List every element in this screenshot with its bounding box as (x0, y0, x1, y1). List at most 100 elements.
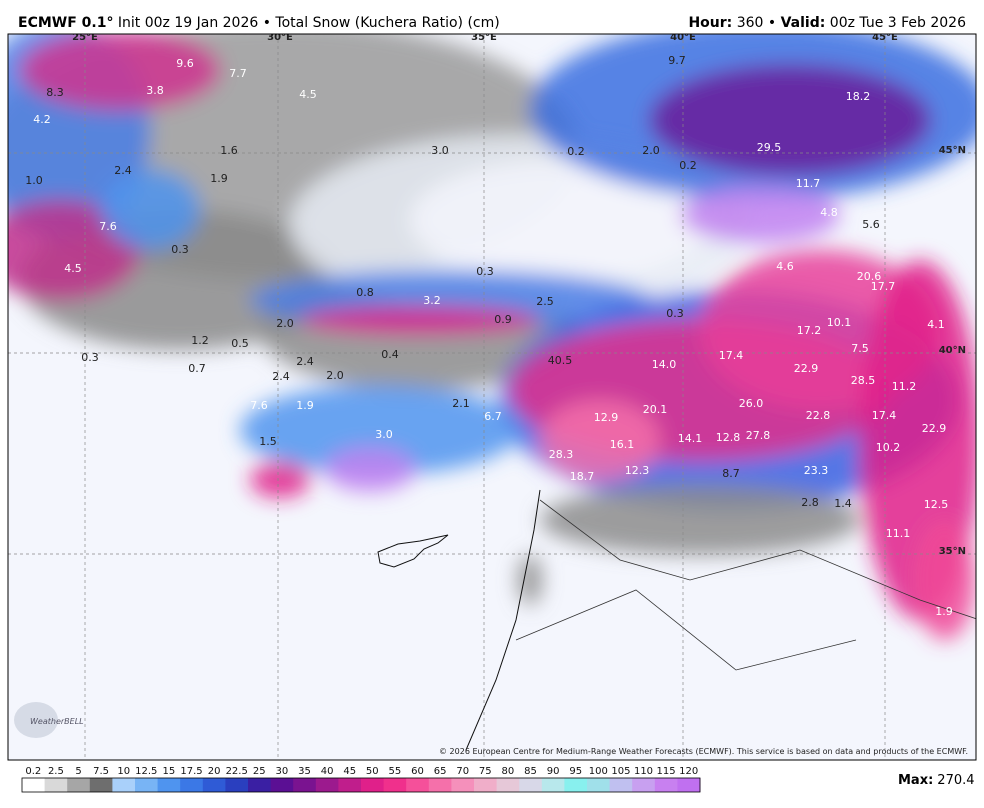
snow-value: 20.6 (857, 270, 882, 283)
snow-value: 1.9 (935, 605, 953, 618)
snow-blob (650, 65, 930, 175)
snow-value: 2.4 (272, 370, 290, 383)
colorbar-swatch (157, 778, 181, 792)
snow-value: 0.2 (679, 159, 697, 172)
snow-value: 2.4 (114, 164, 132, 177)
snow-blob (240, 385, 520, 475)
graticule-label: 45°E (872, 32, 898, 43)
cyprus-outline (377, 534, 449, 568)
levant-coast (465, 489, 541, 751)
snow-value: 4.1 (927, 318, 945, 331)
colorbar-swatch (225, 778, 249, 792)
snow-value: 0.5 (231, 337, 249, 350)
snow-value: 0.3 (171, 243, 189, 256)
colorbar: 0.2 2.5 5 7.5 10 12.5 15 17.5 20 22.5 25 30 35 40 45 50… (21, 766, 701, 793)
snow-value: 7.6 (99, 220, 117, 233)
snow-value: 18.7 (570, 470, 595, 483)
hour-label: Hour: (688, 15, 732, 31)
snow-value: 0.9 (494, 313, 512, 326)
snow-value: 3.8 (146, 84, 164, 97)
header-right: Hour: 360 • Valid: 00z Tue 3 Feb 2026 (688, 15, 966, 31)
colorbar-swatch (654, 778, 678, 792)
colorbar-label: 12.5 (135, 766, 157, 777)
snow-blob (915, 520, 975, 640)
colorbar-label: 80 (502, 766, 515, 777)
graticule-label: 45°N (939, 145, 966, 156)
colorbar-label: 20 (208, 766, 221, 777)
snow-value: 10.2 (876, 441, 901, 454)
snow-value: 16.1 (610, 438, 635, 451)
colorbar-label: 2.5 (48, 766, 64, 777)
colorbar-frame (21, 777, 701, 793)
colorbar-swatch (202, 778, 226, 792)
colorbar-label: 60 (411, 766, 424, 777)
snow-blob (410, 160, 710, 280)
colorbar-label: 25 (253, 766, 266, 777)
snow-value: 11.2 (892, 380, 917, 393)
map: 25°E 30°E 35°E 40°E 45°E 45°N 40°N 35°N 8.3 9.6 7.… (8, 32, 976, 760)
snow-blob (250, 462, 310, 498)
snow-value: 0.2 (567, 145, 585, 158)
colorbar-label: 35 (298, 766, 311, 777)
snow-blob (518, 555, 542, 605)
colorbar-swatch (519, 778, 543, 792)
colorbar-label: 115 (657, 766, 676, 777)
colorbar-label: 22.5 (226, 766, 248, 777)
snow-value: 12.8 (716, 431, 741, 444)
colorbar-swatch (67, 778, 91, 792)
map-frame (7, 33, 977, 761)
snow-value: 0.3 (666, 307, 684, 320)
colorbar-label: 85 (524, 766, 537, 777)
snow-value: 3.0 (375, 428, 393, 441)
valid-label: Valid: (781, 15, 826, 31)
snow-value: 2.0 (642, 144, 660, 157)
colorbar-label: 70 (456, 766, 469, 777)
snow-value: 8.3 (46, 86, 64, 99)
colorbar-label: 5 (75, 766, 81, 777)
colorbar-label: 105 (611, 766, 630, 777)
snow-value: 2.8 (801, 496, 819, 509)
model: ECMWF 0.1° (18, 15, 113, 31)
colorbar-swatch (338, 778, 362, 792)
graticule-label: 40°N (939, 345, 966, 356)
snow-value: 1.2 (191, 334, 209, 347)
snow-blob (325, 448, 415, 492)
snow-value: 27.8 (746, 429, 771, 442)
snow-value: 8.7 (722, 467, 740, 480)
snow-value: 29.5 (757, 141, 782, 154)
header-left: ECMWF 0.1° Init 00z 19 Jan 2026 • Total … (18, 15, 500, 31)
snow-value: 4.2 (33, 113, 51, 126)
colorbar-label: 55 (389, 766, 402, 777)
colorbar-label: 7.5 (93, 766, 109, 777)
colorbar-swatch (677, 778, 701, 792)
snow-value: 23.3 (804, 464, 829, 477)
snow-value: 11.7 (796, 177, 821, 190)
snow-value: 17.4 (872, 409, 897, 422)
snow-value: 18.2 (846, 90, 871, 103)
colorbar-label: 90 (547, 766, 560, 777)
colorbar-swatch (112, 778, 136, 792)
colorbar-swatch (383, 778, 407, 792)
snow-value: 2.4 (296, 355, 314, 368)
snow-value: 0.4 (381, 348, 399, 361)
colorbar-swatch (315, 778, 339, 792)
snow-value: 7.5 (851, 342, 869, 355)
max-text: Max: 270.4 (898, 773, 975, 788)
snow-value: 3.2 (423, 294, 441, 307)
map-labels: 25°E 30°E 35°E 40°E 45°E 45°N 40°N 35°N 8.3 9.6 7.… (25, 32, 966, 618)
colorbar-swatch (361, 778, 385, 792)
snow-value: 28.3 (549, 448, 574, 461)
snow-blob (300, 306, 540, 334)
snow-value: 20.1 (643, 403, 668, 416)
snow-value: 1.0 (25, 174, 43, 187)
colorbar-label: 40 (321, 766, 334, 777)
logo: WeatherBELL (30, 717, 84, 726)
colorbar-swatch (135, 778, 159, 792)
snow-blob (540, 485, 860, 555)
logo-mark (14, 702, 58, 738)
max-value: 270.4 (937, 773, 974, 788)
colorbar-swatch (44, 778, 68, 792)
border (515, 589, 857, 671)
snow-value: 4.6 (776, 260, 794, 273)
